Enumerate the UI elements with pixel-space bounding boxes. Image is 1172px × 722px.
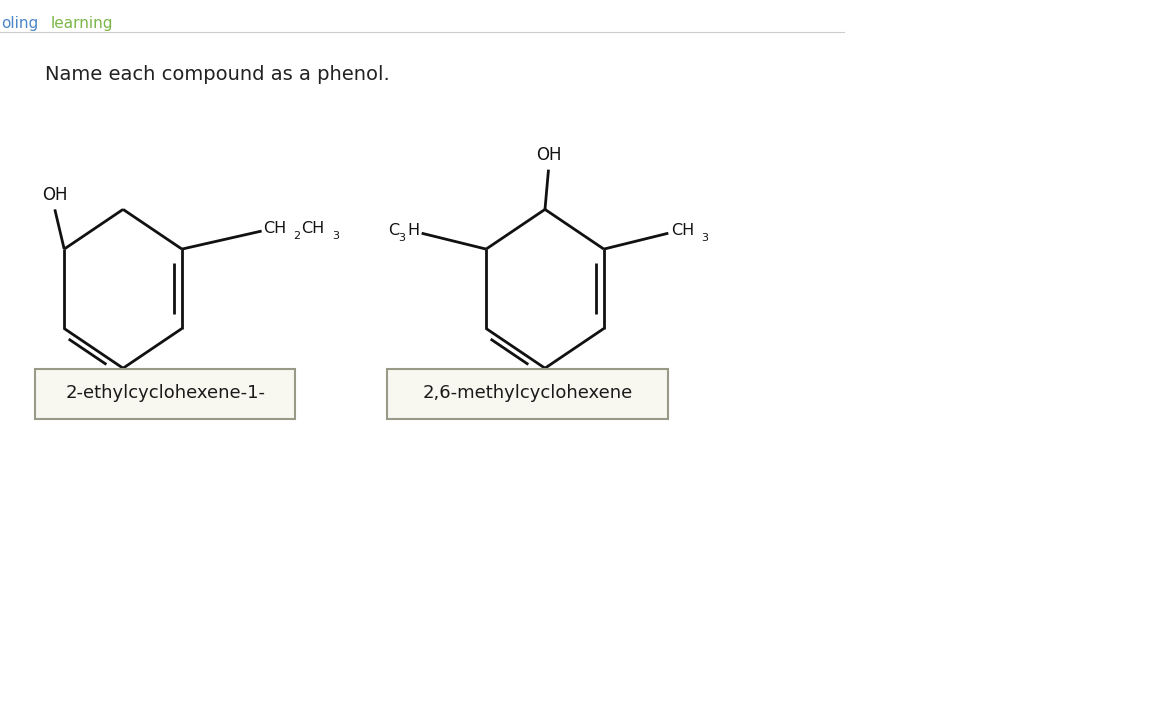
Text: 3: 3: [701, 232, 708, 243]
Text: 2,6-methylcyclohexene: 2,6-methylcyclohexene: [422, 385, 633, 402]
Text: H: H: [407, 223, 420, 238]
Text: CH: CH: [301, 222, 325, 236]
Text: CH: CH: [670, 223, 694, 238]
FancyBboxPatch shape: [35, 369, 295, 419]
Text: Name each compound as a phenol.: Name each compound as a phenol.: [45, 65, 389, 84]
Text: OH: OH: [42, 186, 68, 204]
Text: 2: 2: [293, 231, 300, 241]
Text: OH: OH: [536, 146, 561, 164]
Text: CH: CH: [263, 222, 286, 236]
Text: 3: 3: [332, 231, 339, 241]
Text: 2-ethylcyclohexene-1-: 2-ethylcyclohexene-1-: [66, 385, 265, 402]
Text: C: C: [388, 223, 400, 238]
FancyBboxPatch shape: [387, 369, 668, 419]
Text: 3: 3: [398, 232, 406, 243]
Text: oling: oling: [1, 16, 39, 31]
Text: learning: learning: [50, 16, 113, 31]
